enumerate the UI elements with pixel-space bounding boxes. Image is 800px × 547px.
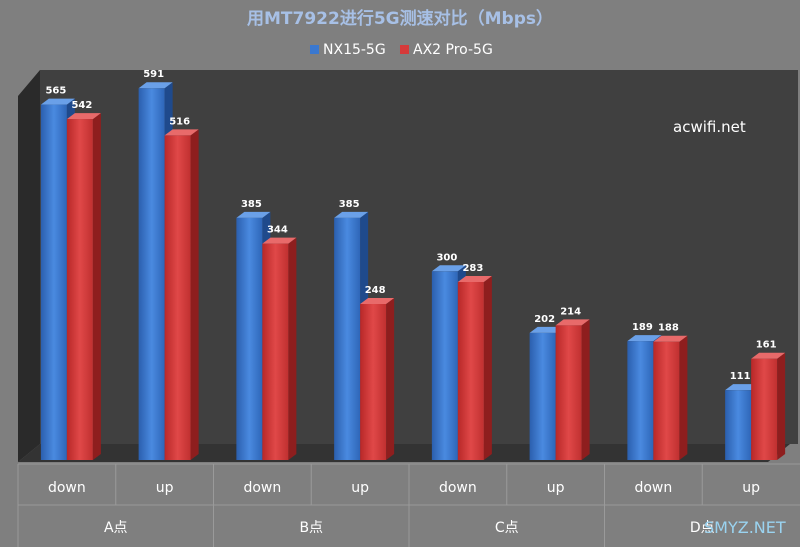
category-label: down bbox=[634, 480, 672, 496]
data-label: 111 bbox=[730, 371, 751, 382]
chart-title: 用MT7922进行5G测速对比（Mbps） bbox=[247, 8, 553, 29]
group-label: B点 bbox=[299, 520, 323, 536]
data-label: 385 bbox=[339, 199, 360, 210]
bar-ax2pro-1 bbox=[164, 129, 199, 460]
bar-ax2pro-0 bbox=[66, 113, 101, 460]
bar-ax2pro-6 bbox=[653, 335, 688, 460]
legend: NX15-5G AX2 Pro-5G bbox=[310, 42, 493, 58]
bar-ax2pro-4 bbox=[457, 275, 492, 460]
data-labels: 565 542 591 516 385 344 385 248 300 283 202 214 189 1… bbox=[45, 69, 776, 382]
watermark-acwifi: acwifi.net bbox=[673, 118, 746, 136]
data-label: 591 bbox=[143, 69, 164, 80]
data-label: 283 bbox=[462, 263, 483, 274]
data-label: 161 bbox=[756, 340, 777, 351]
data-label: 300 bbox=[436, 252, 457, 263]
category-label: up bbox=[742, 480, 760, 496]
group-label: A点 bbox=[104, 520, 128, 536]
data-label: 248 bbox=[365, 285, 386, 296]
bar-ax2pro-5 bbox=[555, 319, 590, 460]
category-label: down bbox=[439, 480, 477, 496]
bar-ax2pro-2 bbox=[262, 237, 297, 460]
data-label: 542 bbox=[71, 100, 92, 111]
legend-label-nx15: NX15-5G bbox=[323, 42, 386, 58]
category-label: down bbox=[243, 480, 281, 496]
category-label: up bbox=[351, 480, 369, 496]
data-label: 202 bbox=[534, 314, 555, 325]
category-label: down bbox=[48, 480, 86, 496]
legend-label-ax2pro: AX2 Pro-5G bbox=[413, 42, 493, 58]
legend-swatch-nx15 bbox=[310, 45, 319, 54]
group-label: C点 bbox=[495, 520, 519, 536]
data-label: 385 bbox=[241, 199, 262, 210]
bars bbox=[40, 82, 786, 460]
category-label: up bbox=[547, 480, 565, 496]
data-label: 344 bbox=[267, 225, 288, 236]
data-label: 214 bbox=[560, 306, 581, 317]
plot-frame bbox=[18, 70, 798, 462]
bar-ax2pro-7 bbox=[751, 352, 786, 460]
category-label: up bbox=[156, 480, 174, 496]
legend-swatch-ax2pro bbox=[400, 45, 409, 54]
axis-table: down up down up down up down up A点 B点 C点 D点 bbox=[17, 463, 800, 547]
data-label: 565 bbox=[45, 86, 66, 97]
back-wall bbox=[40, 70, 798, 444]
left-wall bbox=[18, 70, 40, 462]
bar-ax2pro-3 bbox=[360, 298, 395, 460]
data-label: 189 bbox=[632, 322, 653, 333]
data-label: 188 bbox=[658, 323, 679, 334]
watermark-smyz: SMYZ.NET bbox=[704, 518, 786, 537]
group-label: D点 bbox=[690, 520, 715, 536]
floor bbox=[18, 444, 790, 462]
data-label: 516 bbox=[169, 116, 190, 127]
